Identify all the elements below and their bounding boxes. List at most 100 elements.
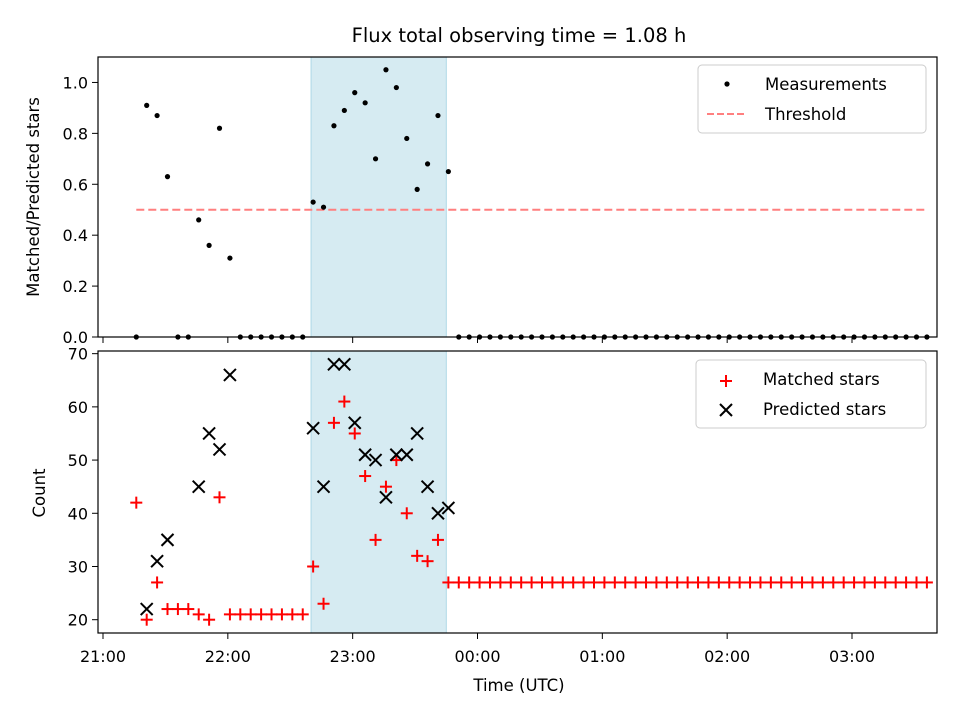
predicted-star-point bbox=[420, 479, 435, 494]
matched-star-point bbox=[775, 576, 788, 589]
matched-star-point bbox=[369, 533, 382, 546]
measurement-point bbox=[393, 84, 399, 91]
measurement-point bbox=[372, 156, 379, 162]
matched-star-point bbox=[858, 576, 871, 589]
matched-star-point bbox=[379, 480, 392, 493]
predicted-star-point bbox=[441, 501, 456, 515]
measurement-point bbox=[435, 112, 441, 119]
legend-label-matched: Matched stars bbox=[763, 370, 880, 389]
predicted-star-point bbox=[306, 421, 320, 435]
predicted-star-point bbox=[150, 554, 164, 568]
matched-star-point bbox=[182, 603, 195, 616]
measurement-point bbox=[424, 161, 431, 167]
matched-star-point bbox=[244, 608, 257, 621]
measurement-point bbox=[144, 102, 150, 108]
matched-star-point bbox=[848, 576, 861, 589]
matched-star-point bbox=[296, 608, 309, 621]
measurement-point bbox=[414, 186, 420, 192]
matched-star-point bbox=[171, 603, 184, 616]
matched-star-point bbox=[598, 576, 611, 589]
matched-star-point bbox=[764, 576, 777, 589]
bottom-xtick-label: 01:00 bbox=[579, 647, 625, 666]
matched-star-point bbox=[692, 576, 705, 589]
measurement-point bbox=[227, 255, 233, 261]
bottom-ytick-label: 30 bbox=[68, 557, 88, 576]
measurement-point bbox=[404, 135, 410, 142]
matched-star-point bbox=[577, 576, 590, 589]
bottom-ytick-label: 60 bbox=[68, 398, 88, 417]
bottom-ylabel: Count bbox=[30, 468, 49, 518]
measurement-point bbox=[320, 204, 327, 210]
predicted-star-point bbox=[202, 426, 216, 441]
bottom-ytick-label: 40 bbox=[68, 504, 88, 523]
measurement-point bbox=[383, 67, 389, 73]
matched-star-point bbox=[338, 395, 351, 408]
measurement-point bbox=[331, 123, 337, 129]
matched-star-point bbox=[483, 576, 496, 589]
matched-star-point bbox=[161, 603, 174, 616]
matched-star-point bbox=[431, 533, 444, 546]
measurement-point bbox=[310, 199, 316, 205]
matched-star-point bbox=[796, 576, 809, 589]
matched-star-point bbox=[411, 549, 424, 562]
predicted-star-point bbox=[368, 453, 383, 467]
matched-star-point bbox=[671, 576, 684, 589]
bottom-highlight-span bbox=[310, 350, 447, 634]
matched-star-point bbox=[286, 608, 299, 621]
matched-star-point bbox=[515, 576, 528, 589]
bottom-xlabel: Time (UTC) bbox=[472, 676, 564, 695]
bottom-ytick-label: 20 bbox=[68, 611, 88, 630]
bottom-panel: 20 30 40 50 60 70 21:00 22:00 23:00 00:00 01:00 02… bbox=[30, 345, 938, 695]
matched-star-point bbox=[317, 597, 330, 610]
bottom-ytick-label: 50 bbox=[68, 451, 88, 470]
matched-star-point bbox=[733, 576, 746, 589]
measurement-point bbox=[206, 242, 212, 248]
measurement-point bbox=[445, 168, 451, 175]
matched-star-point bbox=[130, 496, 143, 509]
bottom-legend: Matched stars Predicted stars bbox=[695, 359, 927, 429]
top-ytick-label: 0.2 bbox=[63, 277, 88, 296]
top-axes-frame bbox=[97, 56, 938, 338]
matched-star-point bbox=[920, 576, 933, 589]
matched-star-point bbox=[255, 608, 268, 621]
predicted-star-point bbox=[139, 602, 154, 616]
measurement-point bbox=[352, 90, 358, 96]
matched-star-point bbox=[546, 576, 559, 589]
predicted-star-point bbox=[337, 357, 352, 372]
bottom-ytick-label: 70 bbox=[68, 345, 88, 364]
matched-star-point bbox=[723, 576, 736, 589]
matched-star-point bbox=[192, 608, 205, 621]
matched-star-point bbox=[265, 608, 278, 621]
top-ylabel: Matched/Predicted stars bbox=[24, 97, 43, 297]
measurement-point bbox=[216, 125, 223, 131]
bottom-xtick-label: 23:00 bbox=[330, 647, 376, 666]
matched-star-point bbox=[327, 416, 340, 429]
predicted-star-point bbox=[348, 416, 362, 430]
measurement-point bbox=[341, 107, 347, 114]
top-legend: Measurements Threshold bbox=[697, 64, 927, 134]
matched-star-point bbox=[868, 576, 881, 589]
matched-star-point bbox=[473, 576, 486, 589]
matched-star-point bbox=[785, 576, 798, 589]
matched-star-point bbox=[359, 470, 372, 483]
matched-star-point bbox=[660, 576, 673, 589]
bottom-xtick-label: 03:00 bbox=[829, 647, 875, 666]
matched-star-point bbox=[744, 576, 757, 589]
matched-star-point bbox=[900, 576, 913, 589]
matched-star-point bbox=[806, 576, 819, 589]
matched-star-point bbox=[504, 576, 517, 589]
matched-star-point bbox=[400, 507, 413, 520]
predicted-star-point bbox=[410, 426, 424, 441]
matched-star-point bbox=[525, 576, 538, 589]
matched-star-point bbox=[452, 576, 465, 589]
matched-star-point bbox=[889, 576, 902, 589]
matched-star-point bbox=[567, 576, 580, 589]
bottom-xtick-label: 21:00 bbox=[80, 647, 126, 666]
legend-label-measurements: Measurements bbox=[765, 75, 887, 94]
predicted-star-point bbox=[379, 490, 393, 505]
predicted-star-point bbox=[191, 479, 206, 494]
predicted-star-point bbox=[212, 442, 227, 457]
predicted-star-point bbox=[358, 448, 372, 462]
predicted-star-point bbox=[160, 533, 175, 547]
